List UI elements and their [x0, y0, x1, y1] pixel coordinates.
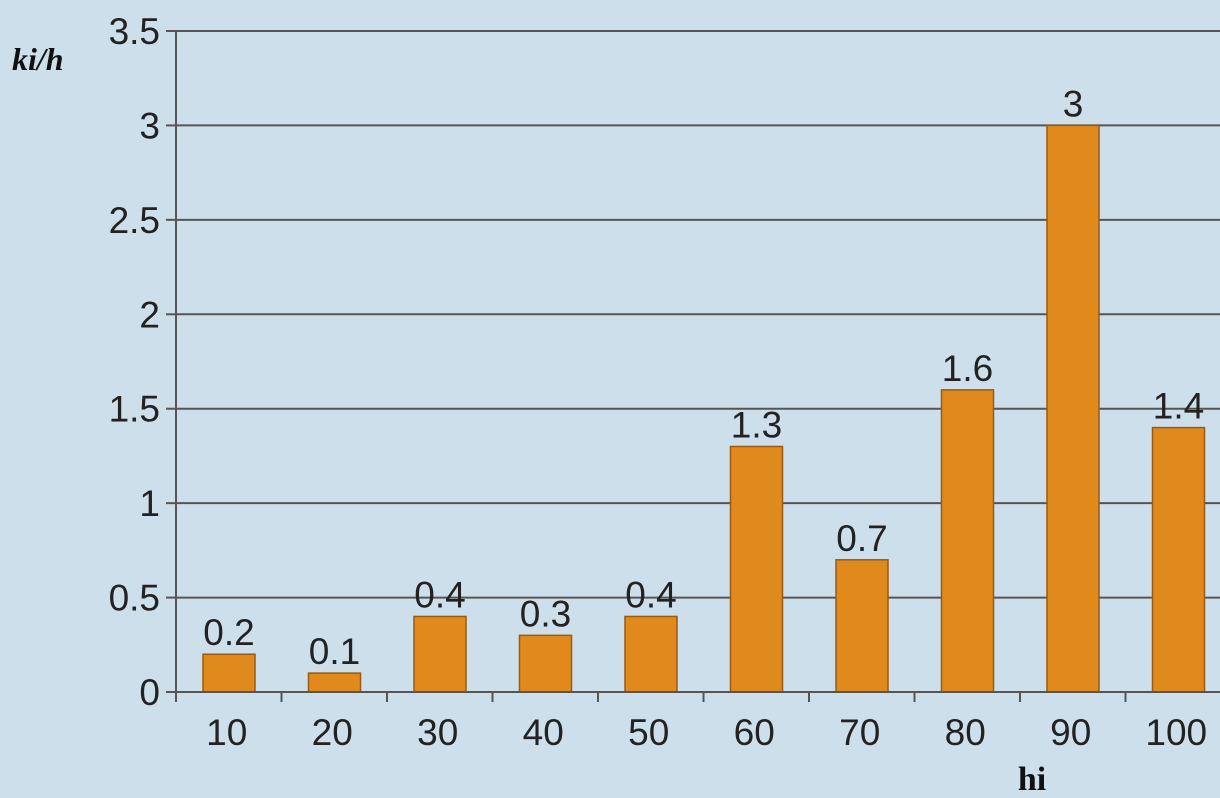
bar	[307, 672, 362, 693]
bar	[835, 559, 889, 693]
x-tick-label: 20	[312, 712, 353, 753]
axes	[166, 30, 1220, 702]
data-label: 0.4	[414, 574, 465, 615]
y-tick-label: 2.5	[109, 200, 160, 241]
data-label: 1.4	[1153, 386, 1204, 427]
bar	[413, 615, 467, 693]
bar	[1046, 124, 1100, 693]
data-label: 3	[1063, 83, 1084, 124]
x-tick-label: 80	[945, 712, 986, 753]
data-label: 1.6	[942, 348, 993, 389]
y-tick-label: 3	[139, 105, 160, 146]
bar	[624, 615, 678, 693]
bar	[729, 445, 784, 693]
data-label: 0.4	[625, 574, 676, 615]
x-tick-label: 90	[1050, 712, 1091, 753]
y-tick-label: 1.5	[109, 389, 160, 430]
x-tick-label: 100	[1145, 712, 1207, 753]
x-tick-label: 50	[628, 712, 669, 753]
data-label: 0.3	[520, 593, 571, 634]
x-tick-label: 60	[734, 712, 775, 753]
data-label: 0.1	[309, 631, 360, 672]
y-axis-title: ki/h	[12, 41, 64, 77]
gridlines	[176, 30, 1220, 599]
labels: 0 0.5 1 1.5 2 2.5 3 3.5 0.2 10 0.1 20 0.4 30 0.3 40 0.4 5…	[109, 11, 1208, 753]
y-tick-label: 1	[139, 483, 160, 524]
y-tick-label: 3.5	[109, 11, 160, 52]
y-tick-label: 2	[139, 294, 160, 335]
data-label: 0.7	[836, 518, 887, 559]
bar	[1151, 426, 1206, 693]
y-tick-label: 0	[139, 672, 160, 713]
bar	[518, 634, 573, 693]
data-label: 1.3	[731, 404, 782, 445]
bar	[940, 389, 995, 693]
bar	[202, 653, 256, 693]
data-label: 0.2	[203, 612, 254, 653]
x-tick-label: 30	[417, 712, 458, 753]
x-tick-label: 10	[206, 712, 247, 753]
x-tick-label: 40	[523, 712, 564, 753]
y-tick-label: 0.5	[109, 578, 160, 619]
x-axis-title: hi	[1018, 761, 1046, 798]
x-tick-label: 70	[839, 712, 880, 753]
